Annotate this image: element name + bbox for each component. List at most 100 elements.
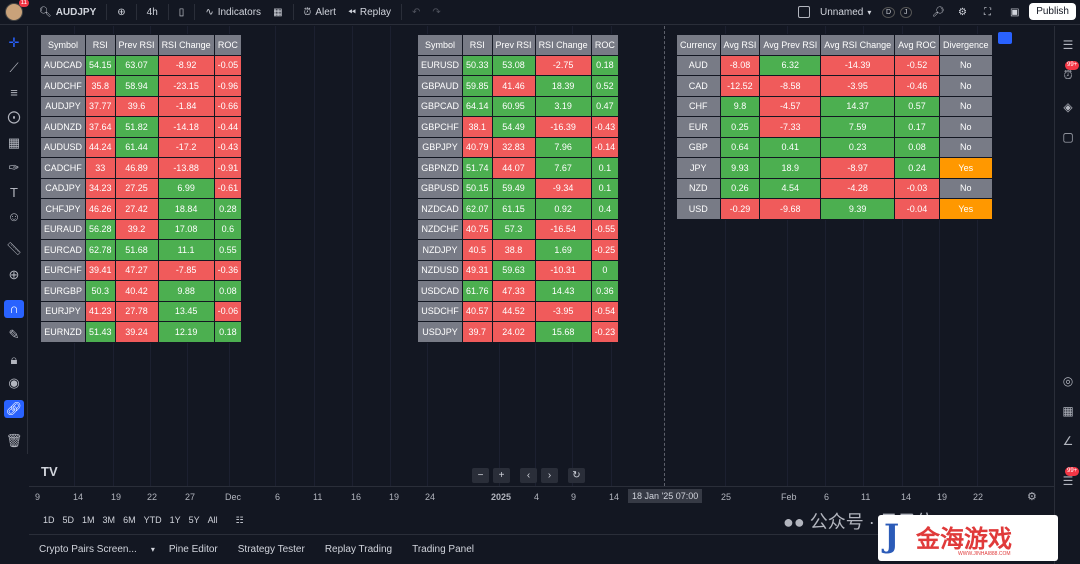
chart-type-button[interactable]: ▯ [173,0,191,25]
zoom-in-button[interactable]: + [493,468,510,483]
value-cell: No [938,54,993,76]
zoom-out-button[interactable]: − [472,468,489,483]
value-cell: 35.8 [85,75,116,97]
chevron-down-icon[interactable]: ▾ [150,545,155,554]
crosshair-icon[interactable]: ✛ [8,35,20,50]
value-cell: No [938,116,993,138]
row-label-cell: GBPNZD [416,157,464,179]
axis-settings-icon[interactable]: ⚙︎ [1027,491,1037,503]
drawing-toolbar: ✛ ⟋ ≡ ⨀ ▦ ✑ T ☺ 📏︎ ⊕ ∩ ✎ 🔒︎ ◉ 🔗︎ 🗑︎ [0,26,28,454]
value-cell: No [938,177,993,199]
publish-button[interactable]: Publish [1029,3,1076,20]
d-button[interactable]: D [876,0,901,25]
row-label-cell: CAD [676,75,721,97]
table-row: AUDCHF 35.8 58.94 -23.15 -0.96 [39,75,243,97]
time-axis[interactable]: 18 Jan '25 07:00 ⚙︎ 9 14 19 22 27 Dec 6 11 16 19 2… [29,486,1054,506]
symbol-search-button[interactable]: 🔍︎ AUDJPY [33,0,102,25]
chart-pane[interactable]: Symbol RSI Prev RSI RSI Change ROC AUDCAD 54.1… [29,26,1054,486]
table-row: GBPCHF 38.1 54.49 -16.39 -0.43 [416,116,620,138]
pencil-line-icon[interactable]: ∠ [1062,434,1074,448]
notifications-icon[interactable]: ☰ 99+ [1062,467,1080,488]
fullscreen-button[interactable]: ⛶ [978,0,997,25]
link-icon[interactable]: 🔗︎ [4,400,24,418]
magnet-icon[interactable]: ∩ [4,300,24,318]
table-row: EURJPY 41.23 27.78 13.45 -0.06 [39,300,243,322]
value-cell: 0.26 [719,177,761,199]
user-avatar[interactable]: 11 [5,0,29,21]
calendar-icon[interactable]: ▦ [1062,404,1074,418]
trash-icon[interactable]: 🗑︎ [5,433,23,448]
scroll-left-button[interactable]: ‹ [520,468,537,483]
settings-button[interactable]: ⚙︎ [952,0,973,25]
reset-chart-button[interactable]: ↻ [568,468,585,483]
value-cell: -0.36 [213,259,243,281]
range-1y-button[interactable]: 1Y [169,515,181,525]
brush-icon[interactable]: ✑ [8,160,20,175]
value-cell: -0.29 [719,198,761,220]
table-row: GBPUSD 50.15 59.49 -9.34 0.1 [416,177,620,199]
tradingview-logo[interactable]: TV [41,464,58,479]
trend-line-icon[interactable]: ⟋ [9,60,19,75]
range-ytd-button[interactable]: YTD [143,515,162,525]
value-cell: 0.28 [213,198,243,220]
target-icon[interactable]: ◎ [1062,374,1074,388]
layout-name-button[interactable]: Unnamed ▾ [814,0,877,25]
alerts-icon[interactable]: ⏰︎ 99+ [1063,61,1080,82]
fib-icon[interactable]: ≡ [10,85,18,100]
value-cell: Yes [938,157,993,179]
layout-checkbox[interactable] [792,0,816,25]
value-cell: 0.92 [534,198,592,220]
bottom-tab[interactable]: Pine Editor [168,544,218,555]
replay-button[interactable]: ⏪︎ Replay [342,0,397,25]
bottom-tab[interactable]: Crypto Pairs Screen... [39,544,137,555]
watchlist-icon[interactable]: ☰ [1062,38,1074,52]
emoji-icon[interactable]: ☺ [7,209,21,224]
table-row: GBPAUD 59.85 41.46 18.39 0.52 [416,75,620,97]
goto-date-icon[interactable]: ☷ [235,514,244,525]
compare-symbol-button[interactable]: ⊕ [111,0,131,25]
table-row: CAD -12.52 -8.58 -3.95 -0.46 No [676,75,993,97]
top-toolbar: 11 🔍︎ AUDJPY ⊕ 4h ▯ ∿ Indicators ▦ ⏰︎ Al… [0,0,1080,25]
interval-button[interactable]: 4h [146,6,158,18]
range-all-button[interactable]: All [207,515,218,525]
ruler-icon[interactable]: 📏︎ [5,241,23,256]
bottom-tab[interactable]: Replay Trading [324,544,393,555]
magnifier-icon: 🔎︎ [932,6,945,18]
bottom-tab[interactable]: Strategy Tester [237,544,305,555]
redo-button[interactable]: ↷ [426,0,446,25]
range-3m-button[interactable]: 3M [102,515,116,525]
value-cell: 9.88 [157,280,215,302]
indicators-button[interactable]: ∿ Indicators [199,0,267,25]
chat-icon[interactable]: ▢ [1062,130,1074,144]
quick-search-button[interactable]: 🔎︎ [926,0,951,25]
bottom-tab[interactable]: Trading Panel [412,544,474,555]
range-5d-button[interactable]: 5D [62,515,75,525]
forecast-icon[interactable]: ▦ [7,135,21,150]
table-row: GBPCAD 64.14 60.95 3.19 0.47 [416,95,620,117]
text-icon[interactable]: T [10,185,18,200]
value-cell: -0.96 [213,75,243,97]
scroll-right-button[interactable]: › [541,468,558,483]
undo-button[interactable]: ↶ [406,0,426,25]
row-label-cell: AUDNZD [39,116,87,138]
time-tick-label: 22 [147,492,158,502]
range-1m-button[interactable]: 1M [82,515,95,525]
templates-button[interactable]: ▦ [267,0,288,25]
alert-button[interactable]: ⏰︎ Alert [298,0,342,25]
pattern-icon[interactable]: ⨀ [7,109,21,124]
lock-icon[interactable]: 🔒︎ [10,352,18,367]
snapshot-button[interactable]: ▣ [1004,0,1025,25]
row-label-cell: EURGBP [39,280,87,302]
range-5y-button[interactable]: 5Y [188,515,200,525]
eye-icon[interactable]: ◉ [8,375,20,390]
time-tick-label: 2025 [491,492,512,502]
zoom-in-icon[interactable]: ⊕ [8,267,20,282]
j-button[interactable]: J [894,0,918,25]
range-1d-button[interactable]: 1D [43,515,55,525]
range-6m-button[interactable]: 6M [123,515,136,525]
row-label-cell: EUR [676,116,721,138]
layers-icon[interactable]: ◈ [1063,100,1073,114]
stay-drawing-icon[interactable]: ✎ [8,327,20,342]
value-cell: -0.61 [213,177,243,199]
object-tree-toggle[interactable] [998,32,1012,44]
